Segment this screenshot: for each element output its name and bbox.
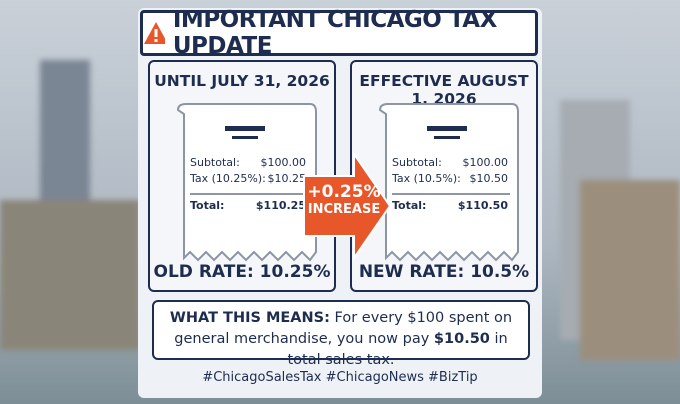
note-lead: WHAT THIS MEANS: [169,310,330,326]
after-panel: EFFECTIVE AUGUST 1, 2026 Subtotal: $100.0… [350,60,538,292]
amount: $10.50 [469,172,509,185]
receipt-row: Total: $110.50 [392,199,508,212]
note-text: For every $100 spent on general merchand… [174,310,513,347]
receipt-row: Subtotal: $100.00 [392,156,508,169]
receipt-row: Subtotal: $100.00 [190,156,306,169]
label: Tax (10.5%): [392,172,461,185]
rate: NEW RATE: 10.5% [358,262,530,282]
change-label: INCREASE [307,202,381,217]
note-tail: in total sales tax. [287,331,508,368]
label: Total: [190,199,225,212]
label: Subtotal: [392,156,442,169]
amount: $100.00 [462,156,509,169]
note-amount: $10.50 [433,331,490,347]
label: Total: [392,199,427,212]
receipt-row: Tax (10.5%): $10.50 [392,172,508,185]
receipt [378,103,519,262]
amount: $100.00 [260,156,307,169]
amount: $110.25 [255,199,306,212]
label: Subtotal: [190,156,240,169]
arrow [303,150,392,262]
buildings [580,180,680,360]
warning-icon [144,22,165,44]
arrow-text: +0.25% INCREASE [306,182,382,217]
heading: UNTIL JULY 31, 2026 [154,72,330,90]
rate: OLD RATE: 10.25% [153,262,331,282]
note: WHAT THIS MEANS: For every $100 spent on… [152,300,530,368]
receipt-row: Tax (10.25%): $10.25 [190,172,306,185]
label: Tax (10.25%): [190,172,266,185]
header: IMPORTANT CHICAGO TAX UPDATE [140,7,538,59]
amount: $10.25 [267,172,307,185]
amount: $110.50 [457,199,508,212]
receipt-row: Total: $110.25 [190,199,306,212]
hashtags: #ChicagoSalesTax #ChicagoNews #BizTip [202,370,478,385]
buildings [0,200,140,350]
change: +0.25% [307,182,381,202]
title: IMPORTANT CHICAGO TAX UPDATE [172,7,497,59]
receipt [176,103,317,262]
